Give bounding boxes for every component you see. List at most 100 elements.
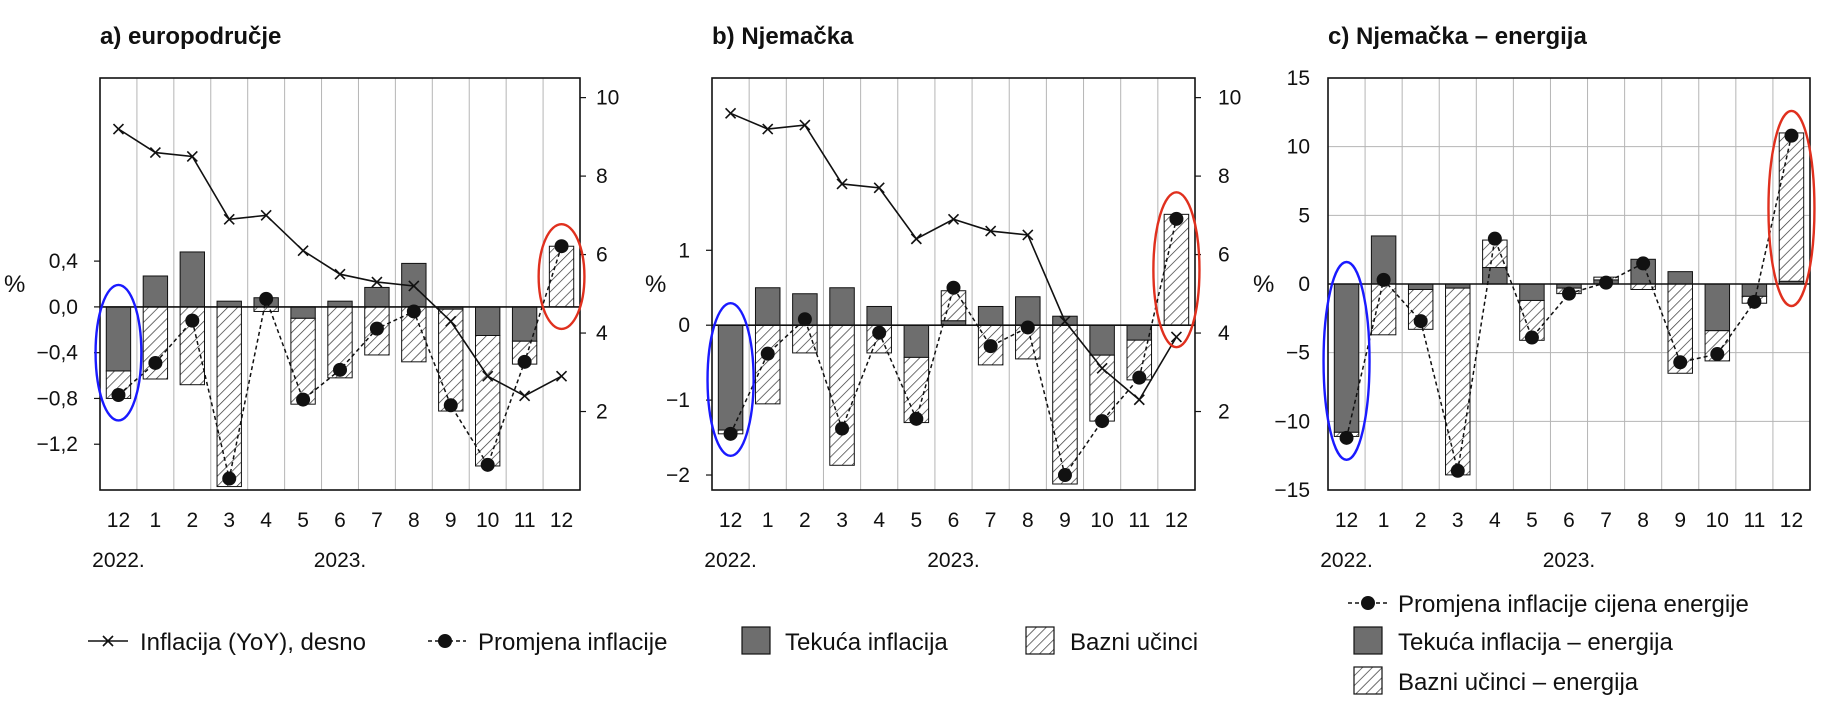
panel-b-change-point-12: [1169, 211, 1184, 226]
panel-c-ytick-label: −5: [1286, 342, 1310, 365]
panel-c-change-point-6: [1562, 286, 1576, 301]
panel-a-ytick-label: −0,4: [37, 342, 79, 365]
panel-b-xtick-label-5: 5: [911, 509, 923, 532]
panel-b-yright-tick-label: 6: [1218, 244, 1230, 267]
panel-b-bar-current-3: [829, 287, 855, 326]
panel-a-yright-tick-label: 2: [596, 401, 608, 424]
panel-a-ytick-label: −1,2: [37, 433, 78, 456]
panel-b-bar-current-10: [1089, 324, 1115, 356]
panel-c-highlight-blue: [1322, 260, 1371, 462]
panel-a-yright-tick-label: 6: [596, 244, 608, 267]
panel-b-bar-current-4: [866, 305, 892, 326]
legend-label-energy-base: Bazni učinci – energija: [1398, 669, 1639, 696]
panel-a-yoy-marker-7: [371, 276, 383, 288]
panel-a-ytick-label: 0,0: [49, 296, 78, 319]
panel-c-xtick-label-0: 12: [1335, 509, 1358, 532]
panel-a-change-point-6: [333, 362, 347, 377]
panel-b-bar-base-5: [903, 356, 930, 424]
panel-a-xtick-label-12: 12: [550, 509, 573, 532]
panel-c-bar-base-9: [1667, 283, 1693, 374]
panel-a-bar-current-7: [364, 286, 390, 308]
panel-a-yoy-marker-2: [186, 150, 198, 163]
legend-main: Inflacija (YoY), desno Promjena inflacij…: [88, 626, 1198, 656]
legend-label-energy-change: Promjena inflacije cijena energije: [1398, 591, 1749, 618]
panel-b-unit-label: %: [645, 271, 666, 298]
legend-label-current-inflation: Tekuća inflacija: [785, 629, 948, 656]
panel-a-change-point-4: [259, 291, 274, 306]
panel-c-xtick-label-5: 5: [1526, 509, 1538, 532]
panel-a-bar-current-0: [105, 306, 132, 372]
panel-b-year-label: 2023.: [927, 549, 980, 572]
panel-b-frame: [711, 77, 1196, 491]
panel-b-xtick-label-11: 11: [1128, 509, 1150, 532]
panel-c-change-point-4: [1487, 231, 1502, 246]
panel-c-bar-current-2: [1407, 283, 1434, 290]
panel-a-bar-base-9: [438, 308, 464, 412]
panel-a-yoy-marker-12: [555, 370, 568, 382]
panel-c-xtick-label-9: 9: [1674, 509, 1686, 532]
panel-c-bar-base-12: [1778, 132, 1805, 282]
panel-c-ytick-label: 5: [1298, 204, 1310, 227]
panel-a-yoy-marker-3: [223, 213, 235, 225]
panel-a-bar-current-3: [216, 300, 242, 308]
legend-label-inflation-yoy: Inflacija (YoY), desno: [140, 629, 366, 656]
panel-b-yoy-marker-3: [836, 178, 848, 190]
panel-b-yoy-marker-4: [873, 182, 885, 194]
panel-c-change-point-0: [1339, 430, 1354, 445]
panel-a-yoy-marker-6: [334, 268, 346, 280]
panel-a-change-point-1: [148, 355, 163, 370]
panel-b-xtick-label-3: 3: [836, 509, 848, 532]
panel-a-yoy-marker-9: [445, 315, 457, 327]
panel-c-ytick-label: 10: [1287, 136, 1310, 159]
panel-a-xtick-label-9: 9: [445, 509, 457, 532]
panel-c-bar-current-9: [1667, 271, 1693, 285]
panel-b-change-point-6: [946, 280, 961, 295]
panel-a-frame: [99, 77, 581, 491]
panel-a-xtick-label-3: 3: [223, 509, 235, 532]
panel-a-ytick-label: 0,4: [49, 250, 79, 273]
panel-b-yoy-marker-12: [1170, 331, 1182, 343]
panel-b-xtick-label-10: 10: [1090, 509, 1113, 532]
panel-b-yoy-marker-5: [910, 233, 922, 245]
panel-c-bar-current-4: [1482, 267, 1508, 285]
panel-c-xtick-label-8: 8: [1637, 509, 1649, 532]
panel-a-change-point-9: [443, 398, 458, 413]
panel-c-change-point-11: [1747, 294, 1762, 309]
panel-b-bar-base-1: [754, 324, 781, 405]
panel-b-change-point-10: [1095, 414, 1110, 429]
panel-a-ytick-label: −0,8: [37, 387, 78, 410]
panel-a-change-point-8: [406, 304, 421, 319]
panel-c-bar-base-3: [1445, 287, 1471, 476]
panel-a-title: a) europodručje: [100, 23, 281, 50]
legend-item-energy-current: Tekuća inflacija – energija: [1353, 626, 1673, 656]
panel-b-xtick-label-2: 2: [799, 509, 811, 532]
legend-energy: Promjena inflacije cijena energije Tekuć…: [1348, 591, 1749, 696]
panel-b-change-point-7: [983, 339, 998, 354]
panel-b-yright-tick-label: 10: [1218, 87, 1241, 110]
panel-a-yoy-marker-10: [482, 370, 494, 382]
legend-label-energy-current: Tekuća inflacija – energija: [1398, 629, 1673, 656]
panel-c-bar-base-1: [1370, 283, 1397, 336]
panel-a-year-label: 2023.: [314, 549, 367, 572]
panel-b-bar-current-1: [754, 287, 781, 326]
panel-b-highlight-red: [1152, 191, 1201, 349]
panel-a-year-label: 2022.: [92, 549, 145, 572]
legend-item-base-effects: Bazni učinci: [1025, 626, 1198, 656]
panel-b-yoy-marker-0: [725, 107, 737, 119]
panel-b-xtick-label-12: 12: [1165, 509, 1188, 532]
panel-a-xtick-label-10: 10: [476, 509, 499, 532]
panel-b-yoy-marker-9: [1059, 315, 1071, 327]
panel-b-year-label: 2022.: [704, 549, 757, 572]
panel-a-bar-current-10: [475, 306, 501, 336]
panel-c-ytick-label: −10: [1274, 410, 1310, 433]
panel-a-xtick-label-2: 2: [186, 509, 198, 532]
panel-c-change-point-7: [1599, 275, 1614, 290]
panel-b-yoy-marker-6: [947, 213, 960, 225]
panel-b-ytick-label: −2: [666, 464, 690, 487]
panel-b-change-point-3: [835, 421, 850, 436]
